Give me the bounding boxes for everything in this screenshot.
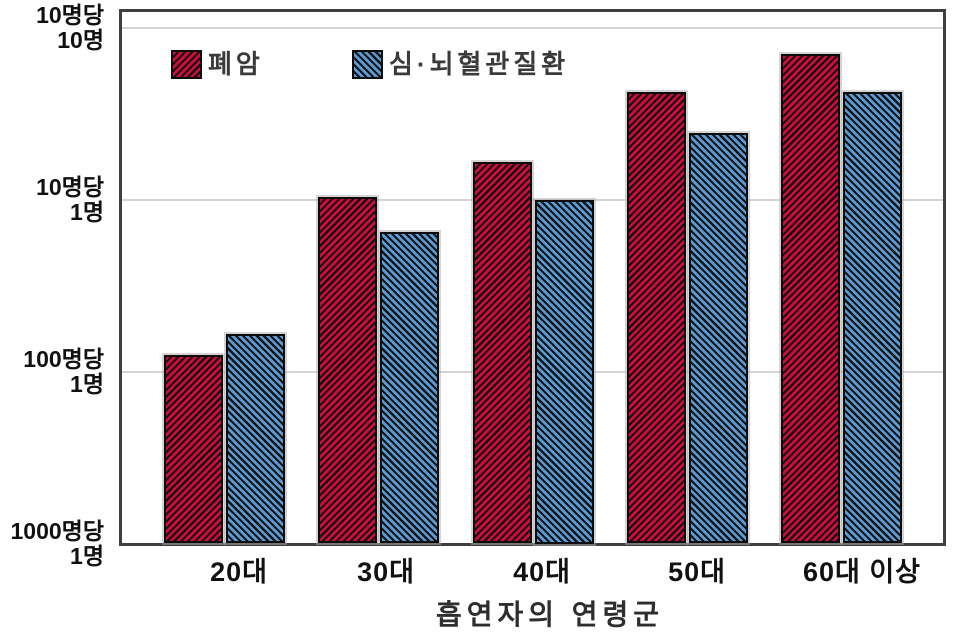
bar-lung-cancer-20s xyxy=(164,354,223,544)
bar-lung-cancer-50s xyxy=(626,92,686,544)
bar-cardio-cerebro-60s-plus xyxy=(843,92,902,544)
y-axis-tick-label: 100명당 1명 xyxy=(23,345,104,397)
gridline xyxy=(122,26,943,29)
x-axis-tick-label: 30대 xyxy=(357,557,415,587)
bar-lung-cancer-60s-plus xyxy=(781,54,840,544)
legend-swatch-cardio-cerebro-icon xyxy=(352,50,383,79)
y-axis-tick-label: 10명당 10명 xyxy=(36,1,104,53)
bar-cardio-cerebro-50s xyxy=(688,132,748,544)
bar-cardio-cerebro-30s xyxy=(380,231,439,544)
y-axis-tick-label: 10명당 1명 xyxy=(36,173,104,225)
bar-cardio-cerebro-20s xyxy=(226,334,285,544)
x-axis-tick-label: 40대 xyxy=(513,557,571,587)
bar-cardio-cerebro-40s xyxy=(535,199,594,544)
legend-label-cardio-cerebro: 심·뇌혈관질환 xyxy=(389,49,570,79)
legend-label-lung-cancer: 폐암 xyxy=(208,49,264,79)
legend-item-lung-cancer: 폐암 xyxy=(171,50,264,79)
x-axis-tick-label: 50대 xyxy=(668,557,726,587)
x-axis-tick-label: 60대 이상 xyxy=(802,557,922,587)
bar-lung-cancer-40s xyxy=(473,162,532,544)
gridline xyxy=(122,370,943,373)
gridline xyxy=(122,198,943,201)
legend-item-cardio-cerebro: 심·뇌혈관질환 xyxy=(352,50,569,79)
x-axis-title: 흡연자의 연령군 xyxy=(435,599,665,630)
y-axis-tick-label: 1000명당 1명 xyxy=(10,517,105,569)
x-axis-tick-label: 20대 xyxy=(210,557,268,587)
legend-swatch-lung-cancer-icon xyxy=(171,50,202,79)
bar-lung-cancer-30s xyxy=(318,197,377,544)
